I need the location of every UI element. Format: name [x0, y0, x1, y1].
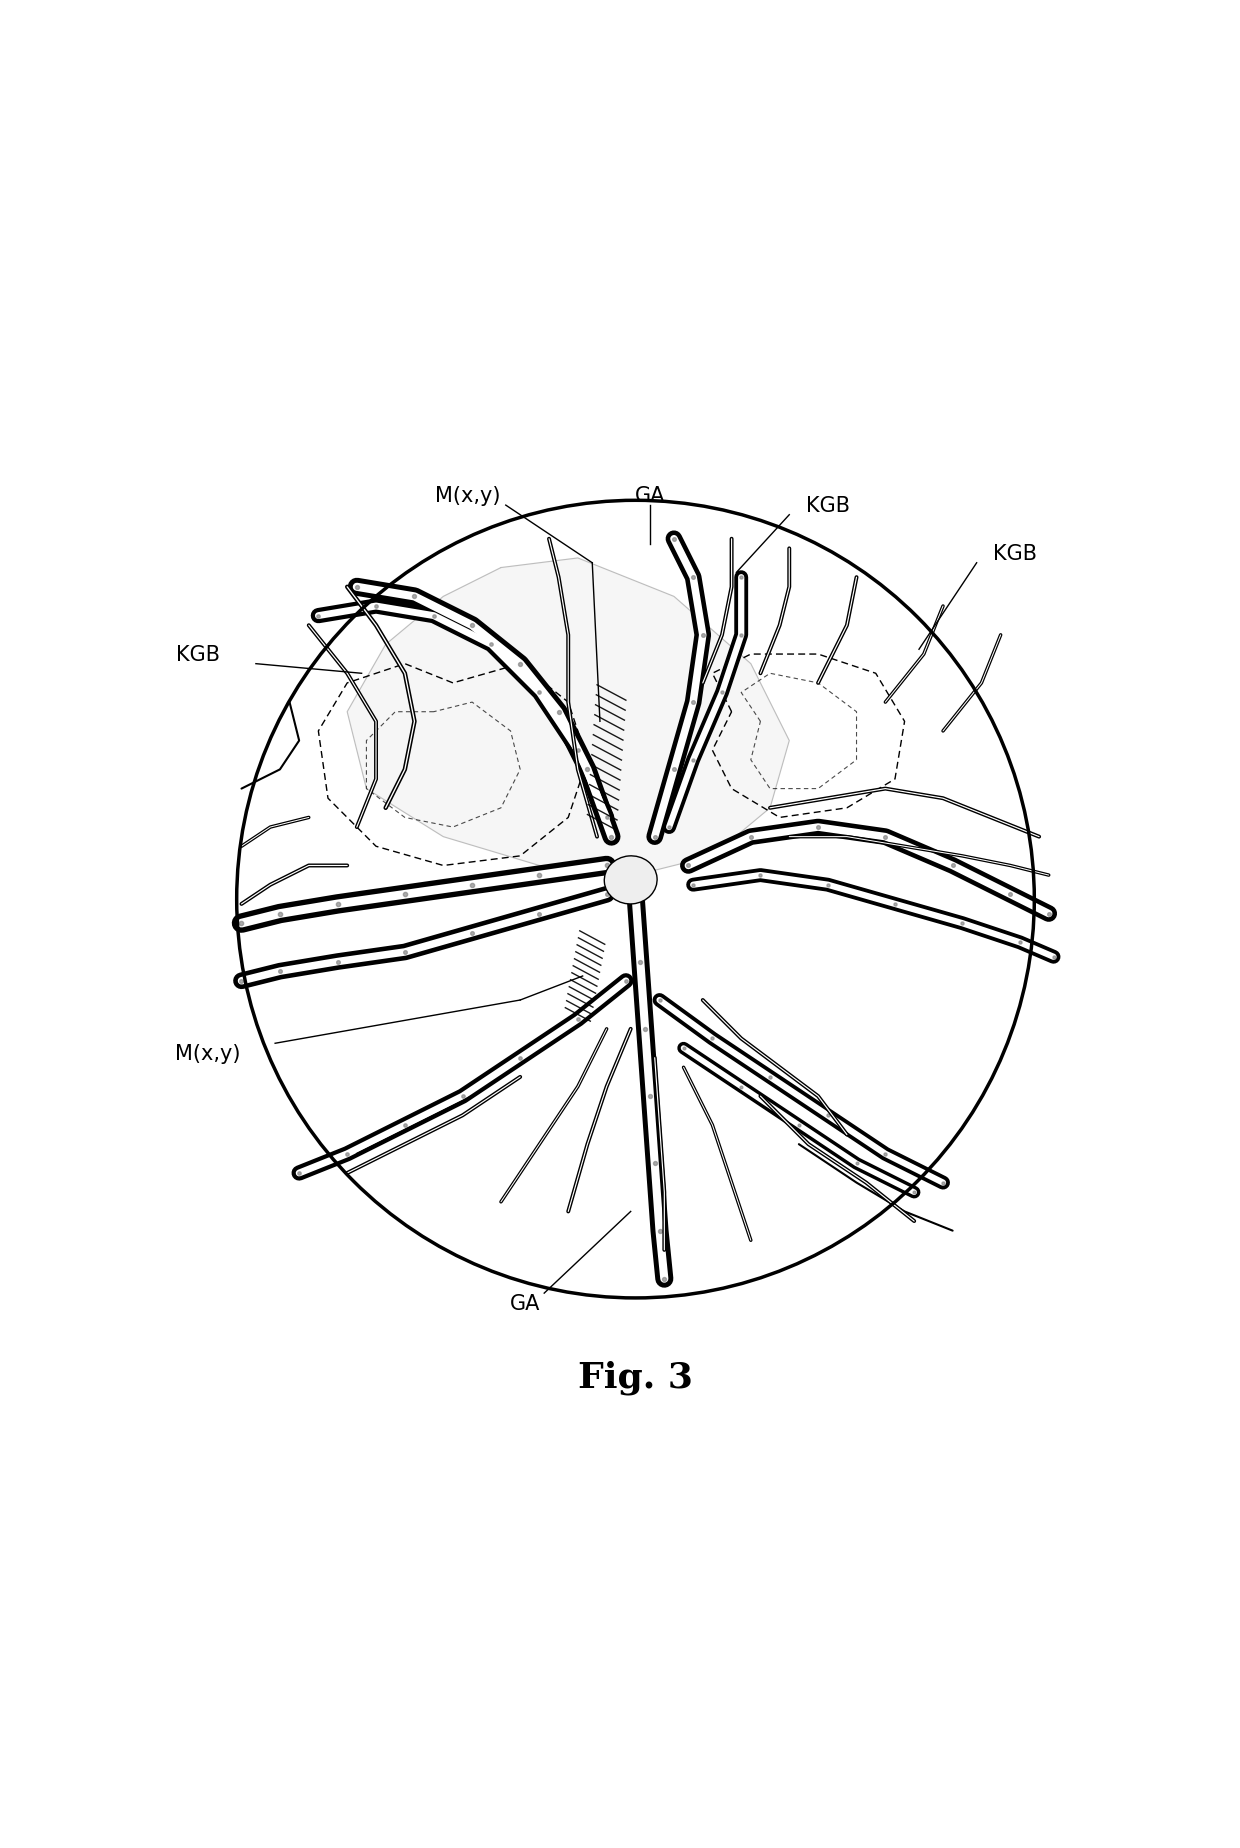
Ellipse shape: [604, 856, 657, 904]
Text: GA: GA: [635, 486, 665, 506]
Text: KGB: KGB: [176, 645, 221, 665]
Text: KGB: KGB: [993, 543, 1037, 564]
Text: Fig. 3: Fig. 3: [578, 1360, 693, 1393]
Polygon shape: [347, 558, 789, 876]
Text: M(x,y): M(x,y): [434, 486, 500, 506]
Text: GA: GA: [510, 1294, 541, 1314]
Text: M(x,y): M(x,y): [175, 1044, 241, 1063]
Text: KGB: KGB: [806, 495, 849, 516]
